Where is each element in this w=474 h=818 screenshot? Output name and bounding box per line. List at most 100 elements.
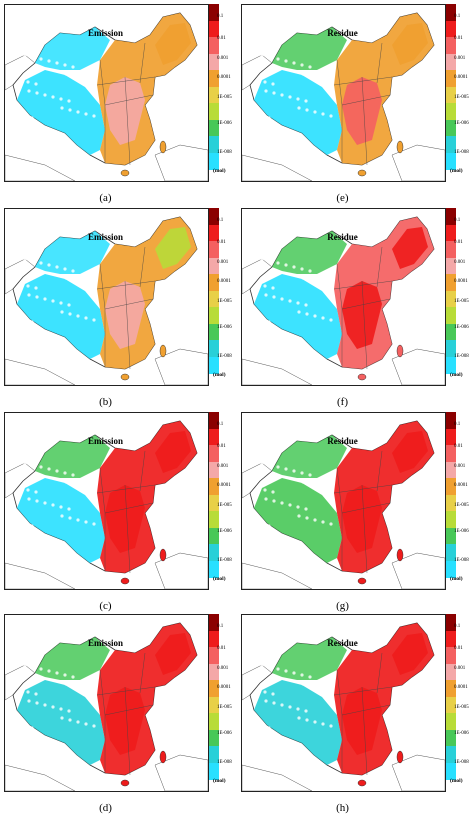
no-data-speck: [34, 286, 38, 290]
island-hainan: [120, 373, 130, 381]
colorbar-swatch: [446, 4, 456, 21]
no-data-speck: [76, 720, 80, 724]
no-data-speck: [88, 486, 92, 490]
no-data-speck: [300, 471, 304, 475]
colorbar-swatch: [446, 630, 456, 648]
colorbar-swatch: [446, 152, 456, 170]
no-data-speck: [34, 692, 38, 696]
no-data-speck: [284, 59, 288, 63]
no-data-speck: [280, 703, 284, 707]
no-data-speck: [26, 284, 30, 288]
island-taiwan: [396, 548, 404, 562]
colorbar-tick-label: 1E-008: [217, 760, 232, 765]
panel-c: Emission (mol) (c) 0.1 0.01 0.001 0.0001 1E-…: [4, 412, 239, 616]
no-data-speck: [88, 688, 92, 692]
no-data-speck: [264, 89, 268, 93]
colorbar-tick-label: 1E-006: [454, 121, 469, 126]
no-data-speck: [264, 699, 268, 703]
colorbar-swatch: [446, 527, 456, 545]
colorbar-swatch: [209, 647, 219, 664]
map-frame: [241, 208, 446, 386]
colorbar-tick-label: 0.1: [217, 14, 224, 19]
colorbar-tick-label: 0.01: [454, 646, 463, 651]
colorbar-swatch: [446, 274, 456, 291]
colorbar-tick-label: 0.001: [217, 260, 229, 265]
no-data-speck: [321, 316, 325, 320]
colorbar-tick-label: 1E-006: [217, 529, 232, 534]
colorbar-swatch: [209, 680, 219, 697]
no-data-speck: [68, 108, 72, 112]
colorbar-swatch: [209, 746, 219, 763]
region-northeast: [392, 633, 428, 675]
no-data-speck: [72, 482, 76, 486]
no-data-speck: [297, 514, 301, 518]
region-west: [254, 680, 342, 765]
no-data-speck: [43, 703, 47, 707]
colorbar-swatch: [209, 340, 219, 357]
map-title: Emission: [87, 436, 123, 446]
no-data-speck: [35, 91, 39, 95]
colorbar-swatch: [209, 307, 219, 324]
no-data-speck: [92, 318, 96, 322]
no-data-speck: [317, 76, 321, 80]
no-data-speck: [304, 507, 308, 511]
no-data-speck: [325, 486, 329, 490]
colorbar-swatch: [446, 428, 456, 446]
region-core: [342, 281, 382, 349]
no-data-speck: [63, 471, 67, 475]
china-map: [242, 216, 445, 385]
no-data-speck: [272, 701, 276, 705]
no-data-speck: [39, 667, 43, 671]
colorbar-swatch: [209, 713, 219, 730]
colorbar-swatch: [209, 70, 219, 87]
no-data-speck: [292, 671, 296, 675]
no-data-speck: [276, 57, 280, 61]
no-data-speck: [260, 663, 264, 667]
no-data-speck: [309, 684, 313, 688]
colorbar-swatch: [209, 86, 219, 104]
panel-f: Residue (mol) (f) 0.1 0.01 0.001 0.0001 1E-0…: [241, 208, 474, 412]
colorbar-tick-label: 1E-008: [217, 150, 232, 155]
no-data-speck: [67, 507, 71, 511]
no-data-speck: [72, 278, 76, 282]
colorbar-tick-label: 1E-008: [454, 760, 469, 765]
province-borders: [96, 246, 156, 370]
china-map: [242, 12, 445, 181]
region-northwest: [272, 231, 347, 274]
no-data-speck: [325, 282, 329, 286]
colorbar-tick-label: 0.01: [454, 240, 463, 245]
colorbar-swatch: [209, 762, 219, 780]
region-west: [254, 274, 342, 359]
no-data-speck: [321, 520, 325, 524]
colorbar-swatch: [209, 136, 219, 153]
no-data-speck: [268, 463, 272, 467]
colorbar-tick-label: 0.0001: [454, 685, 468, 690]
no-data-speck: [288, 705, 292, 709]
map-frame: [241, 4, 446, 182]
no-data-speck: [60, 716, 64, 720]
map-title: Residue: [327, 638, 358, 648]
colorbar-tick-label: 1E-005: [217, 503, 232, 508]
no-data-speck: [268, 665, 272, 669]
colorbar: [209, 614, 219, 780]
no-data-speck: [272, 499, 276, 503]
colorbar-swatch: [446, 241, 456, 258]
island-taiwan: [159, 344, 167, 358]
colorbar-swatch: [446, 20, 456, 38]
no-data-speck: [267, 116, 271, 120]
map-title: Emission: [87, 28, 123, 38]
colorbar-unit: (mol): [450, 168, 463, 174]
map-title: Residue: [327, 28, 358, 38]
no-data-speck: [313, 314, 317, 318]
region-core: [342, 485, 382, 553]
colorbar-swatch: [446, 290, 456, 308]
island-taiwan: [159, 548, 167, 562]
no-data-speck: [329, 724, 333, 728]
no-data-speck: [84, 112, 88, 116]
no-data-speck: [39, 57, 43, 61]
no-data-speck: [30, 726, 34, 730]
colorbar-swatch: [209, 53, 219, 71]
colorbar-unit: (mol): [450, 778, 463, 784]
no-data-speck: [84, 722, 88, 726]
colorbar-tick-label: 1E-005: [217, 705, 232, 710]
